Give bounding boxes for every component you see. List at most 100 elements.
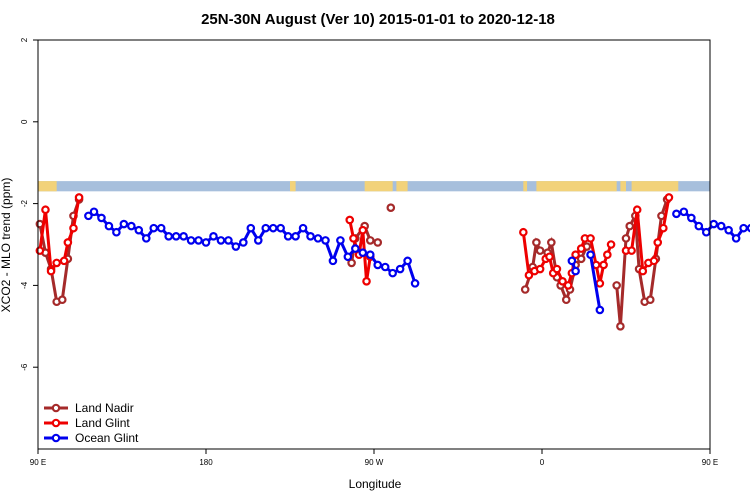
legend-label: Land Glint (75, 416, 130, 430)
ocean-glint-point (179, 232, 188, 241)
ocean-glint-point (694, 221, 704, 231)
ocean-glint-point (112, 227, 121, 237)
ocean-glint-point (679, 207, 689, 217)
legend-swatch-marker (51, 433, 61, 443)
land-nadir-point (365, 236, 375, 245)
land-glint-point (595, 279, 605, 288)
ocean-glint-point (571, 266, 580, 276)
land-nadir-point (621, 234, 631, 243)
y-axis: 2 0 -2 -4 -6 (20, 37, 38, 371)
land-nadir-point (625, 221, 635, 231)
y-tick-label: -2 (20, 199, 29, 207)
land-nadir-point (645, 295, 655, 305)
land-nadir-point (532, 238, 541, 247)
land-glint-point (563, 281, 573, 290)
land-glint-point (46, 266, 56, 276)
land-glint-point (632, 205, 642, 215)
land-glint-point (362, 277, 371, 286)
land-band-segment (631, 181, 679, 192)
ocean-glint-point (216, 236, 226, 245)
ocean-glint-point (403, 256, 412, 266)
land-glint-point (358, 225, 368, 235)
x-tick-label: 90 W (365, 458, 384, 467)
ocean-glint-point (298, 223, 308, 233)
x-axis: 90 E 180 90 W 0 90 E (30, 449, 718, 467)
x-axis-label: Longitude (349, 477, 402, 491)
ocean-glint-point (586, 250, 595, 260)
ocean-glint-point (149, 223, 159, 233)
land-nadir-point (561, 295, 571, 305)
ocean-glint-point (380, 262, 390, 272)
ocean-glint-point (410, 279, 420, 288)
y-tick-label: 0 (20, 119, 29, 124)
land-glint-point (599, 260, 608, 270)
ocean-glint-point (276, 223, 285, 233)
land-glint-point (606, 240, 616, 249)
ocean-glint-point (246, 223, 256, 233)
ocean-glint-point (268, 223, 278, 233)
land-glint-point (627, 246, 636, 255)
ocean-glint-point (739, 223, 748, 233)
ocean-glint-point (595, 305, 605, 315)
land-glint-point (52, 258, 61, 268)
ocean-glint-point (388, 268, 397, 278)
ocean-glint-point (672, 209, 681, 219)
ocean-glint-point (224, 236, 233, 245)
land-band-segment (290, 181, 296, 192)
land-glint-point (571, 250, 580, 260)
ocean-glint-point (134, 225, 144, 235)
ocean-glint-point (231, 242, 241, 251)
ocean-glint-point (343, 252, 353, 262)
ocean-glint-point (328, 256, 338, 266)
land-nadir-point (373, 238, 383, 247)
land-nadir-point (576, 254, 586, 264)
ocean-glint-point (687, 213, 696, 223)
y-tick-label: -6 (20, 363, 29, 371)
legend-label: Land Nadir (75, 401, 134, 415)
ocean-glint-point (716, 221, 726, 231)
land-glint-point (524, 270, 534, 280)
land-glint-point (649, 256, 659, 266)
ocean-glint-point (351, 244, 360, 253)
land-nadir-point (520, 285, 530, 294)
series-group (35, 193, 750, 331)
land-glint-point (558, 277, 567, 286)
ocean-glint-point (127, 221, 136, 231)
ocean-glint-point (701, 227, 711, 237)
legend-label: Ocean Glint (75, 431, 139, 445)
ocean-glint-point (239, 238, 248, 247)
ocean-glint-point (746, 223, 750, 233)
land-band-segment (38, 181, 57, 192)
land-nadir-point (57, 295, 67, 305)
ocean-glint-point (104, 221, 114, 231)
x-tick-label: 0 (540, 458, 545, 467)
ocean-glint-point (373, 260, 383, 270)
ocean-glint-point (209, 232, 218, 241)
land-glint-point (586, 234, 595, 243)
ocean-glint-point (358, 248, 368, 257)
land-nadir-point (386, 203, 396, 212)
ocean-glint-point (395, 264, 405, 274)
land-glint-point (659, 223, 668, 233)
land-glint-point (63, 238, 73, 247)
land-glint-point (41, 205, 50, 215)
ocean-glint-point (724, 225, 733, 235)
land-nadir-point (347, 258, 356, 268)
ocean-glint-point (261, 223, 271, 233)
ocean-glint-point (731, 234, 741, 243)
land-glint-point (69, 223, 78, 233)
land-glint-point (519, 227, 528, 237)
ocean-glint-point (709, 219, 719, 229)
land-nadir-point (616, 321, 625, 331)
ocean-glint-point (186, 236, 196, 245)
ocean-glint-point (321, 236, 330, 245)
ocean-glint-point (84, 211, 93, 221)
ocean-glint-point (365, 250, 375, 260)
land-glint-point (345, 215, 355, 225)
legend-swatch-marker (51, 418, 61, 428)
ocean-glint-point (141, 234, 151, 243)
ocean-glint-point (336, 236, 345, 245)
land-band-segment (523, 181, 528, 192)
ocean-glint-point (164, 232, 173, 241)
